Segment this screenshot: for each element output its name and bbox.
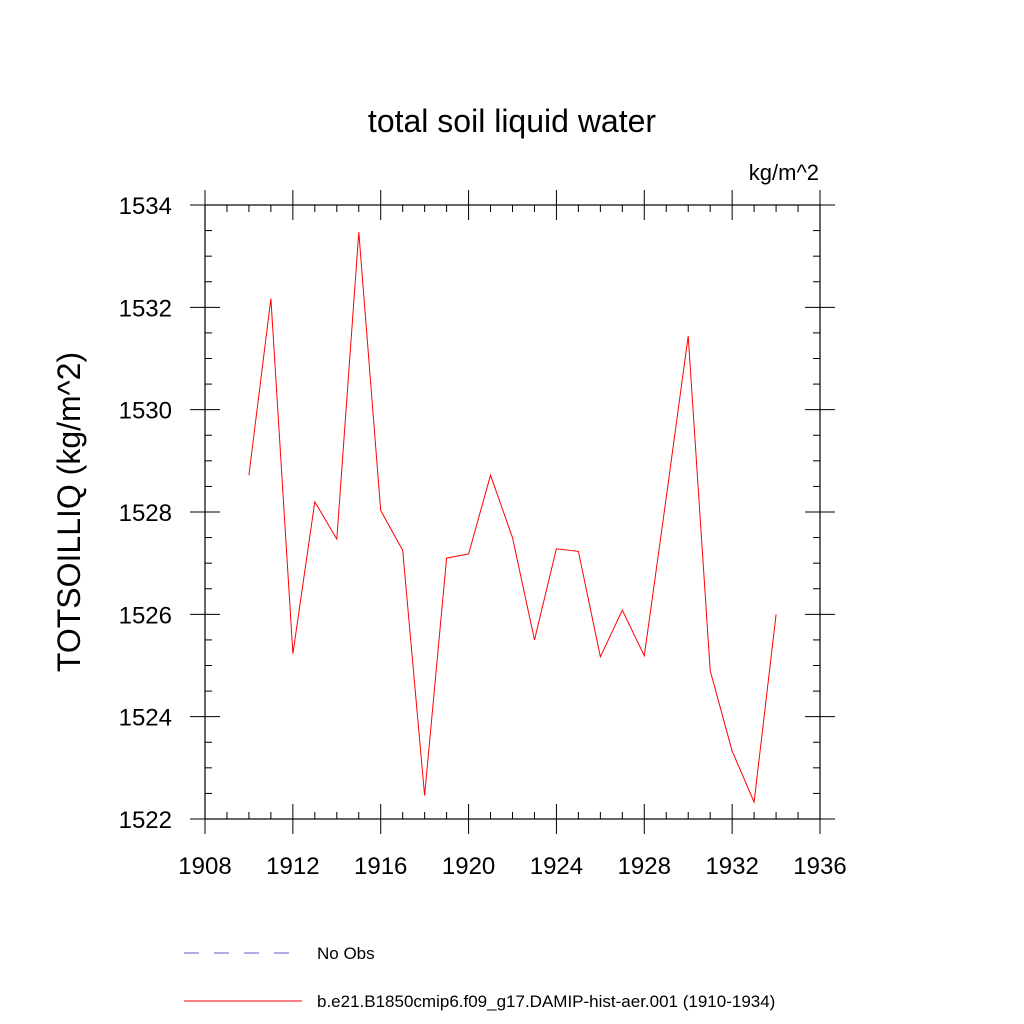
y-tick-label: 1526: [119, 602, 172, 629]
axis-ticks: [190, 190, 835, 834]
series-line: [248, 232, 777, 805]
y-tick-label: 1534: [119, 193, 172, 220]
y-tick-labels: 1522 1524 1526 1528 1530 1532 1534: [119, 193, 172, 834]
y-tick-label: 1524: [119, 705, 172, 732]
x-tick-label: 1912: [266, 853, 319, 880]
x-tick-label: 1932: [705, 853, 758, 880]
series-layer: [248, 232, 777, 805]
units-label: kg/m^2: [749, 160, 819, 185]
plot-area-frame: [204, 204, 821, 820]
chart-title: total soil liquid water: [368, 103, 656, 139]
legend-label-model: b.e21.B1850cmip6.f09_g17.DAMIP-hist-aer.…: [317, 992, 775, 1011]
x-tick-label: 1936: [793, 853, 846, 880]
y-axis-label: TOTSOILLIQ (kg/m^2): [51, 352, 87, 672]
legend-label-no-obs: No Obs: [317, 944, 375, 963]
y-tick-label: 1522: [119, 807, 172, 834]
y-tick-label: 1528: [119, 500, 172, 527]
y-tick-label: 1532: [119, 295, 172, 322]
x-tick-label: 1920: [442, 853, 495, 880]
x-tick-label: 1908: [178, 853, 231, 880]
x-tick-labels: 1908 1912 1916 1920 1924 1928 1932 1936: [178, 853, 846, 880]
x-tick-label: 1928: [618, 853, 671, 880]
x-tick-label: 1916: [354, 853, 407, 880]
legend: No Obs b.e21.B1850cmip6.f09_g17.DAMIP-hi…: [184, 944, 775, 1011]
y-tick-label: 1530: [119, 398, 172, 425]
x-tick-label: 1924: [530, 853, 583, 880]
